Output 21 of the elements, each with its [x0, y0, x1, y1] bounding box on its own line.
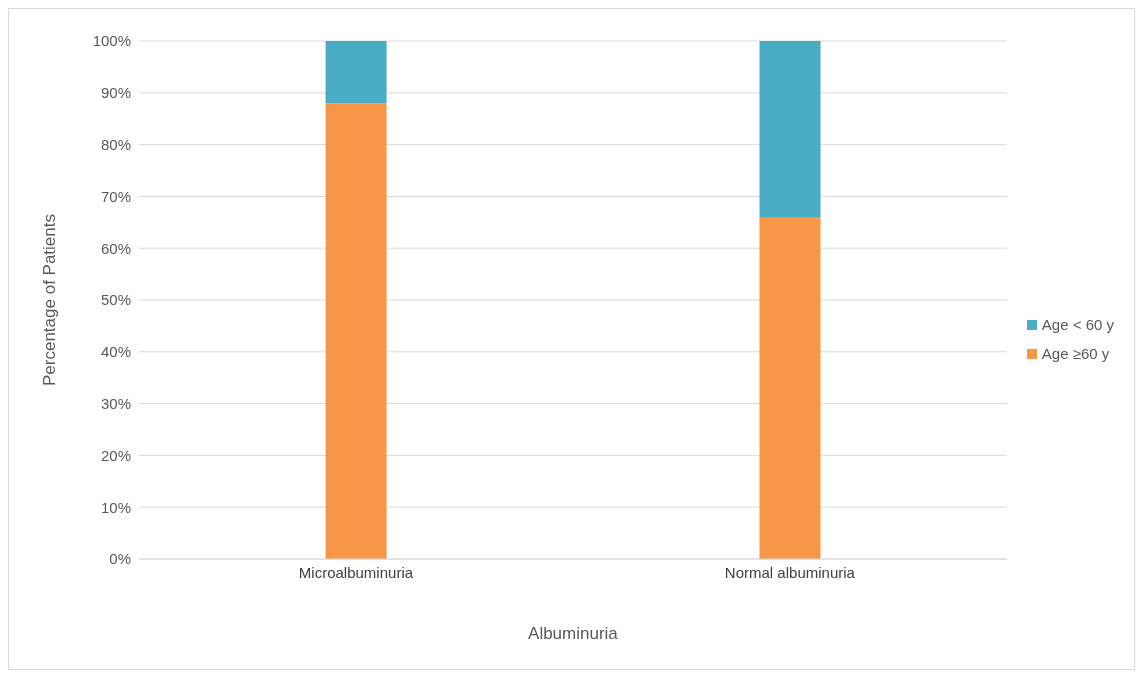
- bar: [759, 41, 821, 218]
- x-tick-label: Microalbuminuria: [298, 563, 414, 581]
- y-tick-label: 60%: [100, 239, 131, 257]
- legend-label: Age < 60 y: [1041, 316, 1114, 333]
- legend-label: Age ≥60 y: [1041, 345, 1110, 362]
- y-tick-label: 20%: [100, 446, 131, 464]
- y-tick-label: 40%: [100, 343, 131, 361]
- y-axis-title: Percentage of Patients: [40, 213, 60, 387]
- y-tick-label: 30%: [100, 394, 131, 412]
- y-tick-label: 0%: [109, 550, 131, 568]
- bar: [759, 217, 821, 559]
- y-tick-label: 90%: [100, 84, 131, 102]
- x-axis-title: Albuminuria: [528, 624, 619, 643]
- bar: [325, 41, 387, 104]
- y-tick-label: 80%: [100, 135, 131, 153]
- y-tick-label: 50%: [100, 291, 131, 309]
- y-tick-label: 100%: [92, 32, 131, 50]
- bar: [325, 103, 387, 559]
- y-tick-label: 10%: [100, 498, 131, 516]
- x-tick-label: Normal albuminuria: [724, 563, 856, 581]
- y-tick-label: 70%: [100, 187, 131, 205]
